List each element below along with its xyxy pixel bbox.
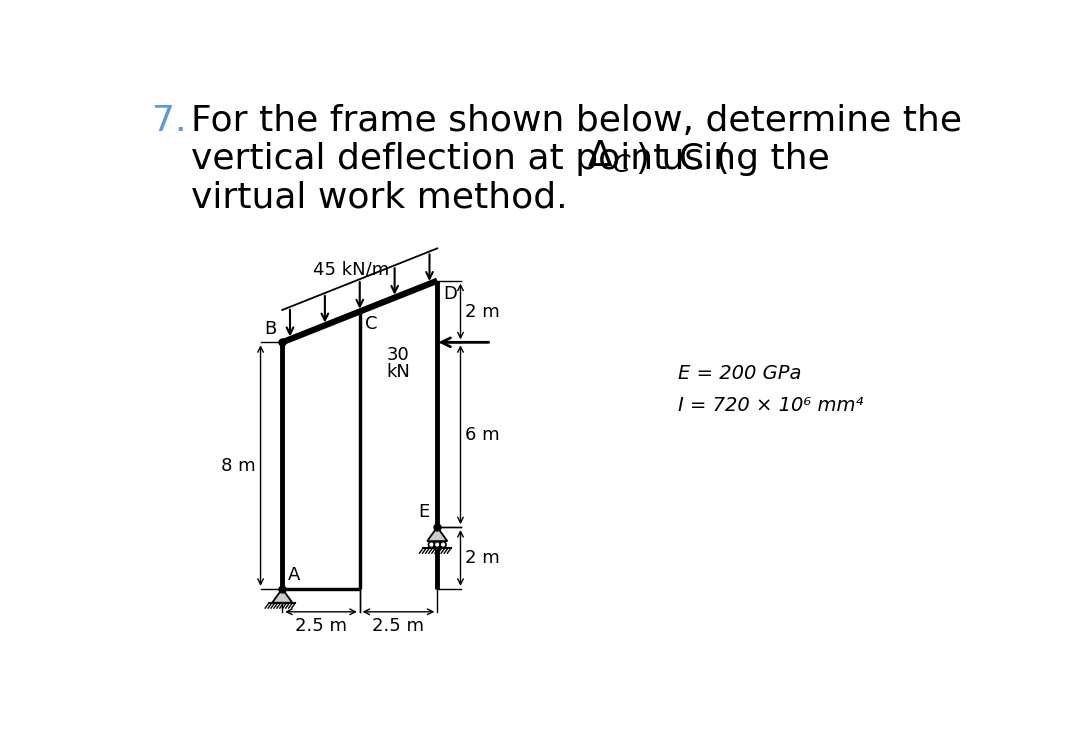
- Text: 2.5 m: 2.5 m: [373, 617, 424, 635]
- Circle shape: [429, 542, 434, 548]
- Text: 6 m: 6 m: [465, 426, 500, 444]
- Text: 30: 30: [387, 346, 409, 364]
- Text: E = 200 GPa: E = 200 GPa: [677, 364, 801, 383]
- Circle shape: [441, 542, 446, 548]
- Circle shape: [434, 542, 441, 548]
- Text: 7.: 7.: [152, 104, 187, 138]
- Text: 45 kN/m: 45 kN/m: [313, 260, 390, 278]
- Text: 2 m: 2 m: [465, 302, 500, 321]
- Text: virtual work method.: virtual work method.: [191, 180, 567, 215]
- Text: D: D: [444, 284, 457, 303]
- Text: A: A: [287, 566, 300, 584]
- Text: C: C: [365, 316, 378, 334]
- Polygon shape: [272, 589, 293, 603]
- Text: vertical deflection at point C (: vertical deflection at point C (: [191, 142, 730, 176]
- Text: For the frame shown below, determine the: For the frame shown below, determine the: [191, 104, 962, 138]
- Text: B: B: [265, 320, 276, 338]
- Text: 2 m: 2 m: [465, 549, 500, 567]
- Polygon shape: [428, 527, 447, 541]
- Text: $\Delta_C$: $\Delta_C$: [586, 139, 632, 174]
- Text: ) using the: ) using the: [636, 142, 831, 176]
- Text: 2.5 m: 2.5 m: [295, 617, 347, 635]
- Text: 8 m: 8 m: [221, 456, 256, 474]
- Text: I = 720 × 10⁶ mm⁴: I = 720 × 10⁶ mm⁴: [677, 396, 863, 415]
- Text: E: E: [418, 503, 430, 521]
- Text: kN: kN: [387, 363, 410, 381]
